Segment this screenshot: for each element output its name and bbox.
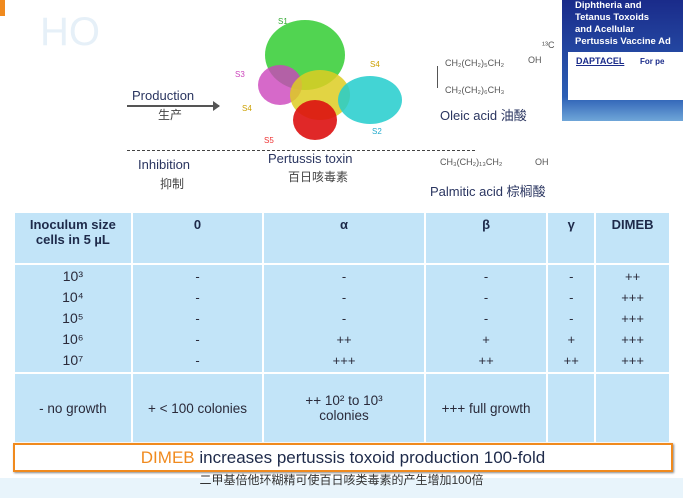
header-0: 0 bbox=[130, 211, 265, 265]
header-beta: β bbox=[423, 211, 549, 265]
box-note: For pe bbox=[640, 57, 665, 66]
banner-text: increases pertussis toxoid production 10… bbox=[194, 448, 546, 467]
palmitic-label: Palmitic acid 棕榈酸 bbox=[430, 184, 546, 199]
banner-highlight: DIMEB bbox=[140, 448, 195, 467]
toxin-label: Pertussis toxin bbox=[268, 151, 353, 166]
conclusion-banner: DIMEB increases pertussis toxoid product… bbox=[13, 443, 673, 472]
background-decoration: HO bbox=[40, 10, 100, 54]
oleic-oh: OH bbox=[528, 55, 542, 65]
inhibition-zh: 抑制 bbox=[160, 177, 185, 191]
svg-text:S2: S2 bbox=[372, 127, 382, 136]
col-0-cell: - - - - - bbox=[130, 263, 265, 374]
inhibition-label: Inhibition bbox=[138, 157, 191, 172]
legend-cell: +++ full growth bbox=[423, 372, 549, 444]
legend-row: - no growth + < 100 colonies ++ 10² to 1… bbox=[13, 372, 671, 444]
box-line: Pertussis Vaccine Ad bbox=[575, 36, 671, 47]
box-line: Diphtheria and bbox=[575, 0, 642, 11]
production-arrow bbox=[127, 105, 219, 107]
pertussis-toxin-structure: S1 S3 S4 S4 S2 S5 bbox=[235, 17, 402, 145]
col-gamma-cell: - - - + ++ bbox=[546, 263, 597, 374]
svg-text:S5: S5 bbox=[264, 136, 274, 145]
oleic-formula-bottom: CH₂(CH₂)₆CH₃ bbox=[445, 85, 505, 95]
vaccine-box-text: Diphtheria and Tetanus Toxoids and Acell… bbox=[575, 0, 671, 48]
header-gamma: γ bbox=[546, 211, 597, 265]
production-zh: 生产 bbox=[158, 108, 183, 122]
legend-cell: - no growth bbox=[13, 372, 133, 444]
table-row: 10³ 10⁴ 10⁵ 10⁶ 10⁷ - - - - - - - - ++ +… bbox=[13, 263, 671, 374]
svg-text:S4: S4 bbox=[242, 104, 252, 113]
accent-tab bbox=[0, 0, 5, 16]
col-beta-cell: - - - + ++ bbox=[423, 263, 549, 374]
box-line: and Acellular bbox=[575, 24, 635, 35]
legend-cell bbox=[546, 372, 597, 444]
arrow-head-icon bbox=[213, 101, 220, 111]
oleic-formula-top: CH₂(CH₂)₅CH₂ bbox=[445, 58, 505, 68]
box-line: Tetanus Toxoids bbox=[575, 12, 650, 23]
palmitic-formula: CH₃(CH₂)₁₃CH₂ bbox=[440, 157, 503, 167]
legend-cell bbox=[594, 372, 671, 444]
col-alpha-cell: - - - ++ +++ bbox=[262, 263, 426, 374]
header-row: Inoculum size cells in 5 µL 0 α β γ DIME… bbox=[13, 211, 671, 265]
header-alpha: α bbox=[262, 211, 426, 265]
legend-cell: ++ 10² to 10³ colonies bbox=[262, 372, 426, 444]
banner-zh: 二甲基倍他环糊精可使百日咳类毒素的产生增加100倍 bbox=[199, 473, 484, 487]
brand-name: DAPTACEL bbox=[576, 56, 625, 66]
legend-cell: + < 100 colonies bbox=[130, 372, 265, 444]
double-bond bbox=[437, 66, 438, 88]
header-inoculum: Inoculum size cells in 5 µL bbox=[13, 211, 133, 265]
production-label: Production bbox=[132, 88, 195, 103]
inhibition-arrow bbox=[127, 150, 475, 151]
svg-text:S1: S1 bbox=[278, 17, 288, 26]
growth-table: Inoculum size cells in 5 µL 0 α β γ DIME… bbox=[13, 211, 671, 444]
svg-text:S3: S3 bbox=[235, 70, 245, 79]
svg-text:S4: S4 bbox=[370, 60, 380, 69]
oleic-c13: ¹³C bbox=[542, 40, 555, 50]
toxin-zh: 百日咳毒素 bbox=[288, 170, 349, 184]
palmitic-oh: OH bbox=[535, 157, 549, 167]
box-label-area bbox=[568, 52, 683, 100]
inoculum-cell: 10³ 10⁴ 10⁵ 10⁶ 10⁷ bbox=[13, 263, 133, 374]
header-dimeb: DIMEB bbox=[594, 211, 671, 265]
oleic-label: Oleic acid 油酸 bbox=[440, 108, 527, 123]
col-dimeb-cell: ++ +++ +++ +++ +++ bbox=[594, 263, 671, 374]
